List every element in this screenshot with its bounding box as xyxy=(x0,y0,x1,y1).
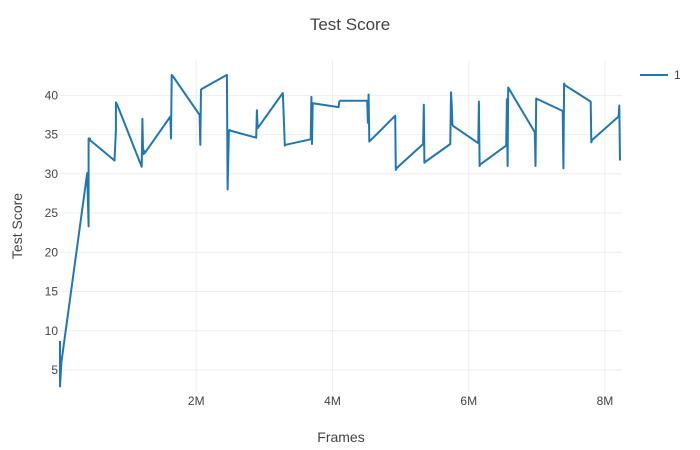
legend[interactable]: 1 xyxy=(640,68,681,82)
y-tick-label: 35 xyxy=(45,128,59,142)
chart-title: Test Score xyxy=(310,15,390,34)
grid-lines xyxy=(60,60,622,392)
legend-entry-label: 1 xyxy=(674,68,681,82)
x-tick-label: 8M xyxy=(597,394,614,408)
series-layer xyxy=(59,73,621,388)
x-tick-label: 6M xyxy=(460,394,477,408)
y-tick-label: 25 xyxy=(45,206,59,220)
y-tick-label: 10 xyxy=(45,324,59,338)
x-axis-label: Frames xyxy=(317,429,364,445)
x-axis-ticks: 2M 4M 6M 8M xyxy=(188,394,613,408)
y-axis-label: Test Score xyxy=(9,193,25,259)
y-tick-label: 5 xyxy=(51,363,58,377)
y-tick-label: 40 xyxy=(45,88,59,102)
y-axis-ticks: 5 10 15 20 25 30 35 40 xyxy=(45,88,59,377)
x-tick-label: 4M xyxy=(324,394,341,408)
series-line-1 xyxy=(59,73,621,388)
y-tick-label: 30 xyxy=(45,167,59,181)
x-tick-label: 2M xyxy=(188,394,205,408)
y-tick-label: 20 xyxy=(45,245,59,259)
y-tick-label: 15 xyxy=(45,285,59,299)
